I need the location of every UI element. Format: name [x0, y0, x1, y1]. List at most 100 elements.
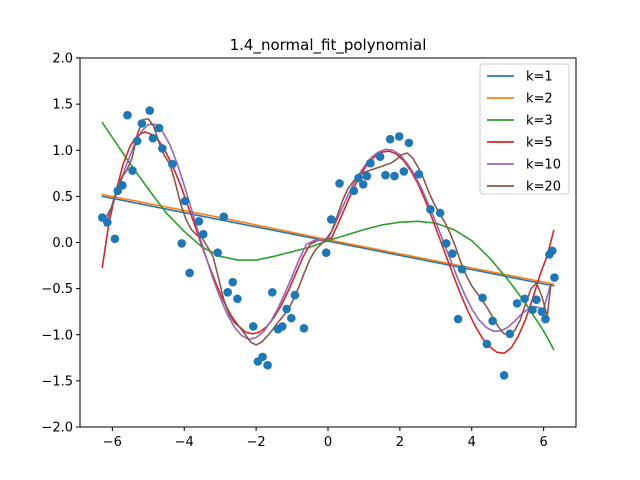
legend-box: [479, 63, 570, 195]
data-point: [282, 304, 291, 314]
data-point: [358, 180, 368, 189]
data-point: [168, 159, 177, 169]
axes: −6 −4 −2 0 2 4 6 −2.0 −1.5 −1.0 −0.5 0.0 0.5 1.0 1.5 2.…: [41, 52, 577, 450]
data-point: [228, 277, 238, 287]
data-point: [148, 133, 158, 143]
data-point: [103, 217, 112, 227]
series-line-k-20: [104, 118, 552, 346]
data-point: [435, 208, 445, 218]
scatter-points: [97, 106, 559, 380]
data-point: [541, 314, 550, 324]
data-point: [158, 144, 167, 153]
data-point: [248, 322, 258, 331]
y-tick-label: −1.0: [41, 328, 73, 343]
data-point: [335, 179, 344, 188]
data-point: [390, 171, 399, 181]
data-point: [349, 186, 359, 196]
data-point: [287, 313, 296, 323]
data-point: [550, 273, 559, 282]
y-tick-label: 2.0: [52, 52, 73, 67]
data-point: [366, 158, 375, 168]
data-point: [520, 294, 529, 304]
data-point: [399, 167, 409, 176]
data-point: [362, 171, 372, 181]
data-point: [180, 196, 190, 206]
data-point: [457, 264, 467, 274]
data-point: [482, 339, 492, 349]
y-tick-label: −1.5: [41, 374, 73, 389]
data-point: [213, 248, 222, 257]
data-point: [354, 173, 363, 183]
data-point: [123, 110, 132, 120]
data-point: [547, 246, 557, 256]
data-point: [385, 134, 395, 144]
data-point: [290, 290, 300, 300]
data-point: [132, 136, 142, 146]
data-point: [478, 293, 487, 303]
data-point: [263, 360, 272, 370]
data-point: [137, 119, 147, 128]
data-point: [145, 106, 155, 115]
y-tick-label: 0.5: [52, 190, 73, 205]
data-point: [278, 322, 287, 331]
legend-label: k=5: [526, 136, 553, 151]
data-point: [381, 170, 390, 180]
data-point: [453, 314, 463, 324]
data-point: [448, 249, 457, 258]
legend-label: k=10: [526, 158, 561, 173]
legend-label: k=1: [526, 70, 553, 85]
data-point: [110, 234, 120, 244]
data-point: [505, 329, 515, 339]
y-tick-label: −0.5: [41, 282, 73, 297]
data-point: [154, 123, 164, 133]
data-point: [194, 216, 204, 226]
data-point: [223, 288, 233, 297]
x-tick-label: 4: [468, 435, 476, 450]
series-layer: [101, 118, 555, 354]
data-point: [532, 295, 541, 304]
y-tick-label: 1.0: [52, 144, 73, 159]
legend-label: k=20: [526, 180, 561, 195]
data-point: [404, 138, 414, 148]
data-point: [528, 305, 537, 315]
data-point: [426, 204, 435, 214]
data-point: [488, 316, 497, 326]
data-point: [499, 371, 509, 380]
legend: k=1 k=2 k=3 k=5 k=10 k=20: [479, 63, 570, 195]
data-point: [537, 307, 547, 316]
x-tick-label: −2: [247, 435, 266, 450]
data-point: [321, 248, 331, 257]
data-point: [326, 215, 336, 224]
y-tick-label: 0.0: [52, 236, 73, 251]
data-point: [299, 323, 309, 333]
data-point: [233, 294, 242, 304]
data-point: [258, 352, 267, 362]
series-line-k-10: [104, 123, 552, 341]
legend-label: k=2: [526, 92, 553, 107]
series-line-k-3: [101, 121, 555, 351]
data-point: [219, 212, 229, 221]
x-tick-label: −4: [175, 435, 194, 450]
legend-label: k=3: [526, 114, 553, 129]
chart-title: 1.4_normal_fit_polynomial: [230, 36, 427, 55]
data-point: [441, 239, 451, 248]
x-tick-label: 0: [324, 435, 332, 450]
data-point: [177, 239, 187, 248]
data-point: [394, 132, 404, 141]
x-tick-label: 6: [540, 435, 548, 450]
data-point: [185, 268, 194, 278]
data-point: [267, 288, 277, 297]
data-point: [375, 152, 385, 162]
data-point: [198, 229, 208, 239]
data-point: [128, 166, 137, 175]
x-tick-label: 2: [396, 435, 404, 450]
data-point: [414, 169, 424, 179]
data-point: [118, 181, 127, 190]
data-point: [512, 299, 522, 308]
y-tick-label: −2.0: [41, 421, 73, 436]
x-tick-label: −6: [103, 435, 122, 450]
series-line-k-2: [101, 193, 555, 285]
y-tick-label: 1.5: [52, 98, 73, 113]
